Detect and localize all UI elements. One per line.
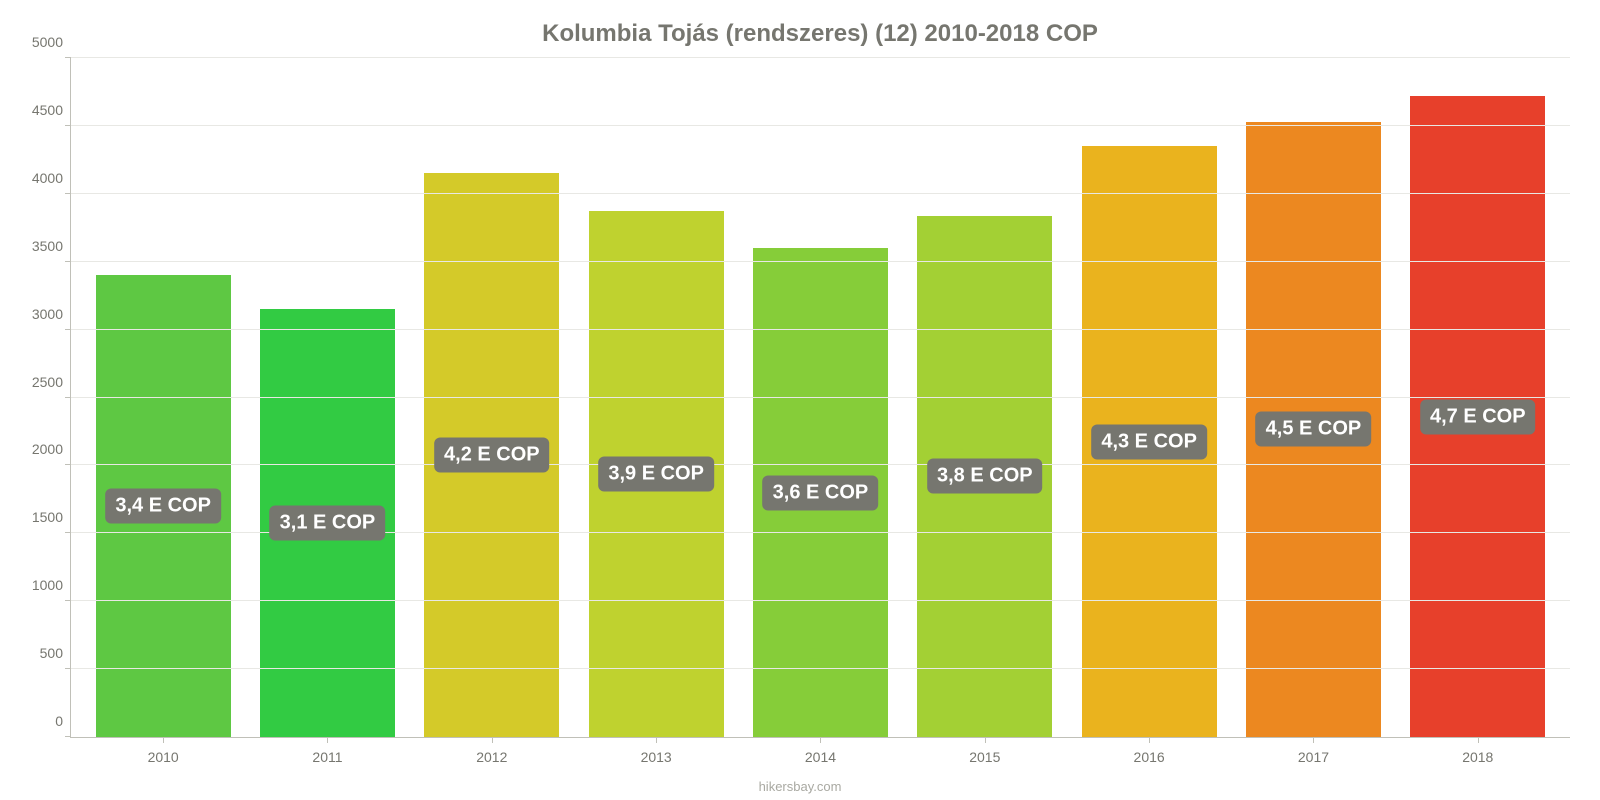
bar-slot: 3,8 E COP2015: [903, 58, 1067, 737]
y-tick-label: 500: [40, 645, 71, 661]
y-tick-mark: [65, 193, 71, 194]
bar: 3,6 E COP: [753, 248, 888, 737]
y-tick-mark: [65, 57, 71, 58]
bar-value-label: 3,9 E COP: [598, 457, 714, 492]
y-tick-label: 4500: [32, 102, 71, 118]
y-tick-mark: [65, 600, 71, 601]
bar-slot: 4,2 E COP2012: [410, 58, 574, 737]
x-tick-label: 2016: [1134, 737, 1165, 765]
y-tick-mark: [65, 532, 71, 533]
bar-slot: 4,7 E COP2018: [1396, 58, 1560, 737]
chart-container: Kolumbia Tojás (rendszeres) (12) 2010-20…: [0, 0, 1600, 800]
x-tick-label: 2012: [476, 737, 507, 765]
grid-line: [71, 57, 1570, 58]
bar-value-label: 3,8 E COP: [927, 459, 1043, 494]
y-tick-label: 4000: [32, 170, 71, 186]
y-tick-mark: [65, 329, 71, 330]
bar-value-label: 4,2 E COP: [434, 438, 550, 473]
bar-slot: 3,1 E COP2011: [245, 58, 409, 737]
bar-slot: 4,3 E COP2016: [1067, 58, 1231, 737]
bar: 4,2 E COP: [424, 173, 559, 737]
bars-group: 3,4 E COP20103,1 E COP20114,2 E COP20123…: [71, 58, 1570, 737]
y-tick-mark: [65, 125, 71, 126]
x-tick-label: 2014: [805, 737, 836, 765]
bar-value-label: 3,4 E COP: [105, 489, 221, 524]
y-tick-label: 2000: [32, 441, 71, 457]
bar: 3,1 E COP: [260, 309, 395, 737]
y-tick-label: 5000: [32, 34, 71, 50]
grid-line: [71, 397, 1570, 398]
x-tick-label: 2010: [148, 737, 179, 765]
y-tick-label: 1000: [32, 577, 71, 593]
chart-footer: hikersbay.com: [0, 779, 1600, 794]
x-tick-label: 2013: [641, 737, 672, 765]
bar-value-label: 4,7 E COP: [1420, 399, 1536, 434]
bar-value-label: 4,5 E COP: [1256, 412, 1372, 447]
y-tick-mark: [65, 464, 71, 465]
x-tick-label: 2011: [312, 737, 342, 765]
grid-line: [71, 668, 1570, 669]
bar-slot: 4,5 E COP2017: [1231, 58, 1395, 737]
bar: 4,5 E COP: [1246, 122, 1381, 737]
grid-line: [71, 464, 1570, 465]
bar-slot: 3,4 E COP2010: [81, 58, 245, 737]
y-tick-label: 3000: [32, 306, 71, 322]
y-tick-label: 0: [55, 713, 71, 729]
x-tick-label: 2017: [1298, 737, 1329, 765]
y-tick-label: 1500: [32, 509, 71, 525]
y-tick-mark: [65, 736, 71, 737]
bar-value-label: 3,6 E COP: [763, 475, 879, 510]
y-tick-mark: [65, 668, 71, 669]
grid-line: [71, 261, 1570, 262]
bar-slot: 3,9 E COP2013: [574, 58, 738, 737]
grid-line: [71, 193, 1570, 194]
y-tick-mark: [65, 261, 71, 262]
y-tick-mark: [65, 397, 71, 398]
bar-value-label: 3,1 E COP: [270, 506, 386, 541]
y-tick-label: 3500: [32, 238, 71, 254]
grid-line: [71, 600, 1570, 601]
grid-line: [71, 329, 1570, 330]
chart-title: Kolumbia Tojás (rendszeres) (12) 2010-20…: [70, 20, 1570, 48]
x-tick-label: 2015: [969, 737, 1000, 765]
bar: 4,3 E COP: [1082, 146, 1217, 737]
plot-area: 3,4 E COP20103,1 E COP20114,2 E COP20123…: [70, 58, 1570, 738]
bar: 3,9 E COP: [589, 211, 724, 737]
y-tick-label: 2500: [32, 374, 71, 390]
bar-slot: 3,6 E COP2014: [738, 58, 902, 737]
bar-value-label: 4,3 E COP: [1091, 424, 1207, 459]
grid-line: [71, 125, 1570, 126]
x-tick-label: 2018: [1462, 737, 1493, 765]
bar: 3,8 E COP: [917, 216, 1052, 737]
